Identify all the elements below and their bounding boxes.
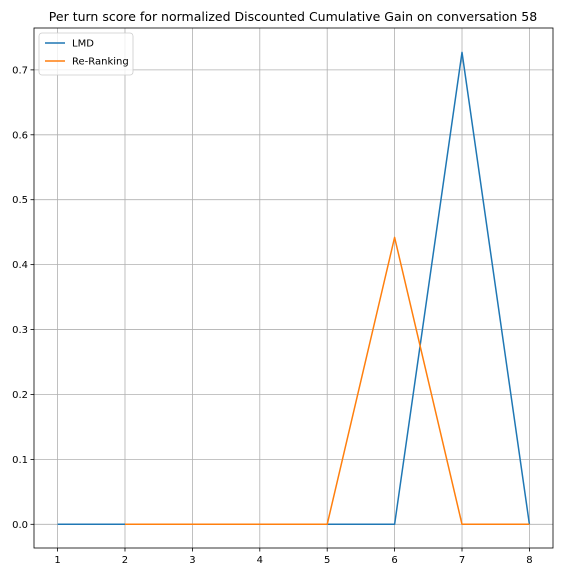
legend-label: LMD — [72, 39, 94, 50]
y-axis: 0.0 0.1 0.2 0.3 0.4 0.5 0.6 0.7 — [12, 65, 34, 531]
x-tick-label: 6 — [391, 555, 397, 566]
x-axis: 1 2 3 4 5 6 7 8 — [54, 548, 533, 566]
x-tick-label: 3 — [189, 555, 195, 566]
series-line-lmd — [57, 51, 531, 526]
y-tick-label: 0.0 — [12, 520, 28, 531]
y-tick-label: 0.2 — [12, 390, 28, 401]
y-tick-label: 0.1 — [12, 455, 28, 466]
x-tick-label: 7 — [459, 555, 465, 566]
y-tick-label: 0.3 — [12, 325, 28, 336]
x-tick-label: 4 — [257, 555, 263, 566]
legend: LMD Re-Ranking — [38, 32, 134, 76]
y-tick-label: 0.6 — [12, 130, 28, 141]
legend-label: Re-Ranking — [72, 57, 129, 68]
chart-title: Per turn score for normalized Discounted… — [49, 9, 537, 24]
series-line-re-ranking — [124, 236, 530, 526]
x-tick-label: 2 — [122, 555, 128, 566]
grid — [34, 28, 553, 548]
y-tick-label: 0.4 — [12, 260, 28, 271]
y-tick-label: 0.5 — [12, 195, 28, 206]
series-lines — [57, 51, 531, 526]
y-tick-label: 0.7 — [12, 65, 28, 76]
x-tick-label: 8 — [526, 555, 532, 566]
x-tick-label: 5 — [324, 555, 330, 566]
plot-frame — [33, 27, 554, 549]
x-tick-label: 1 — [54, 555, 60, 566]
